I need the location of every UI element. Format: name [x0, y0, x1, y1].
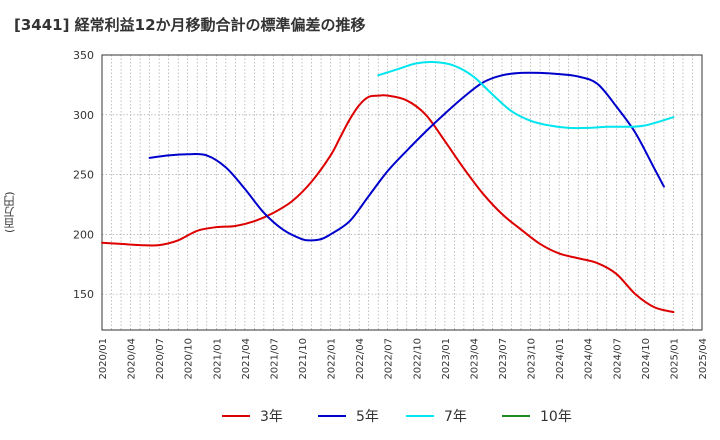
x-tick-label: 2024/01	[555, 338, 566, 380]
x-tick-label: 2025/04	[698, 338, 709, 380]
y-tick-label: 300	[73, 109, 94, 122]
x-tick-label: 2022/07	[384, 338, 395, 380]
chart-title: [3441] 経常利益12か月移動合計の標準偏差の推移	[14, 16, 366, 34]
legend-label: 10年	[540, 409, 572, 425]
legend-item: 5年	[318, 404, 379, 428]
series-line-1	[148, 71, 665, 242]
x-tick-label: 2022/04	[355, 338, 366, 380]
y-tick-label: 350	[73, 49, 94, 62]
legend-label: 3年	[260, 409, 283, 425]
x-tick-label: 2021/07	[269, 338, 280, 380]
x-tick-label: 2021/04	[241, 338, 252, 380]
series-line-0	[101, 94, 675, 314]
legend: 3年 5年 7年 10年	[0, 404, 720, 428]
line-chart: 150 200 250 300 350 2020/01 2020/04 2020/07 2020…	[73, 49, 709, 380]
x-tick-label: 2024/04	[584, 338, 595, 380]
x-tick-label: 2020/07	[155, 338, 166, 380]
legend-item: 3年	[222, 404, 283, 428]
x-tick-label: 2022/10	[412, 338, 423, 380]
x-tick-label: 2024/07	[612, 338, 623, 380]
y-tick-label: 150	[73, 288, 94, 301]
x-tick-label: 2024/10	[641, 338, 652, 380]
x-tick-label: 2023/01	[441, 338, 452, 380]
x-tick-label: 2023/07	[498, 338, 509, 380]
x-tick-label: 2021/01	[212, 338, 223, 380]
grid	[102, 55, 702, 330]
y-tick-label: 250	[73, 169, 94, 182]
x-tick-label: 2021/10	[298, 338, 309, 380]
legend-swatch	[222, 415, 250, 417]
x-tick-label: 2022/01	[327, 338, 338, 380]
x-tick-label: 2020/04	[127, 338, 138, 380]
series-line-2	[377, 61, 675, 130]
x-tick-label: 2023/04	[469, 338, 480, 380]
y-tick-label: 200	[73, 228, 94, 241]
series-lines	[101, 61, 675, 314]
axis-ticks: 150 200 250 300 350 2020/01 2020/04 2020/07 2020…	[73, 49, 709, 380]
legend-swatch	[318, 415, 346, 417]
x-tick-label: 2020/10	[184, 338, 195, 380]
plot-frame	[101, 54, 703, 331]
x-tick-label: 2025/01	[669, 338, 680, 380]
legend-item: 7年	[406, 404, 467, 428]
legend-swatch	[406, 415, 434, 417]
x-tick-label: 2020/01	[98, 338, 109, 380]
legend-item: 10年	[502, 404, 572, 428]
legend-label: 7年	[444, 409, 467, 425]
legend-label: 5年	[356, 409, 379, 425]
x-tick-label: 2023/10	[527, 338, 538, 380]
legend-swatch	[502, 415, 530, 417]
